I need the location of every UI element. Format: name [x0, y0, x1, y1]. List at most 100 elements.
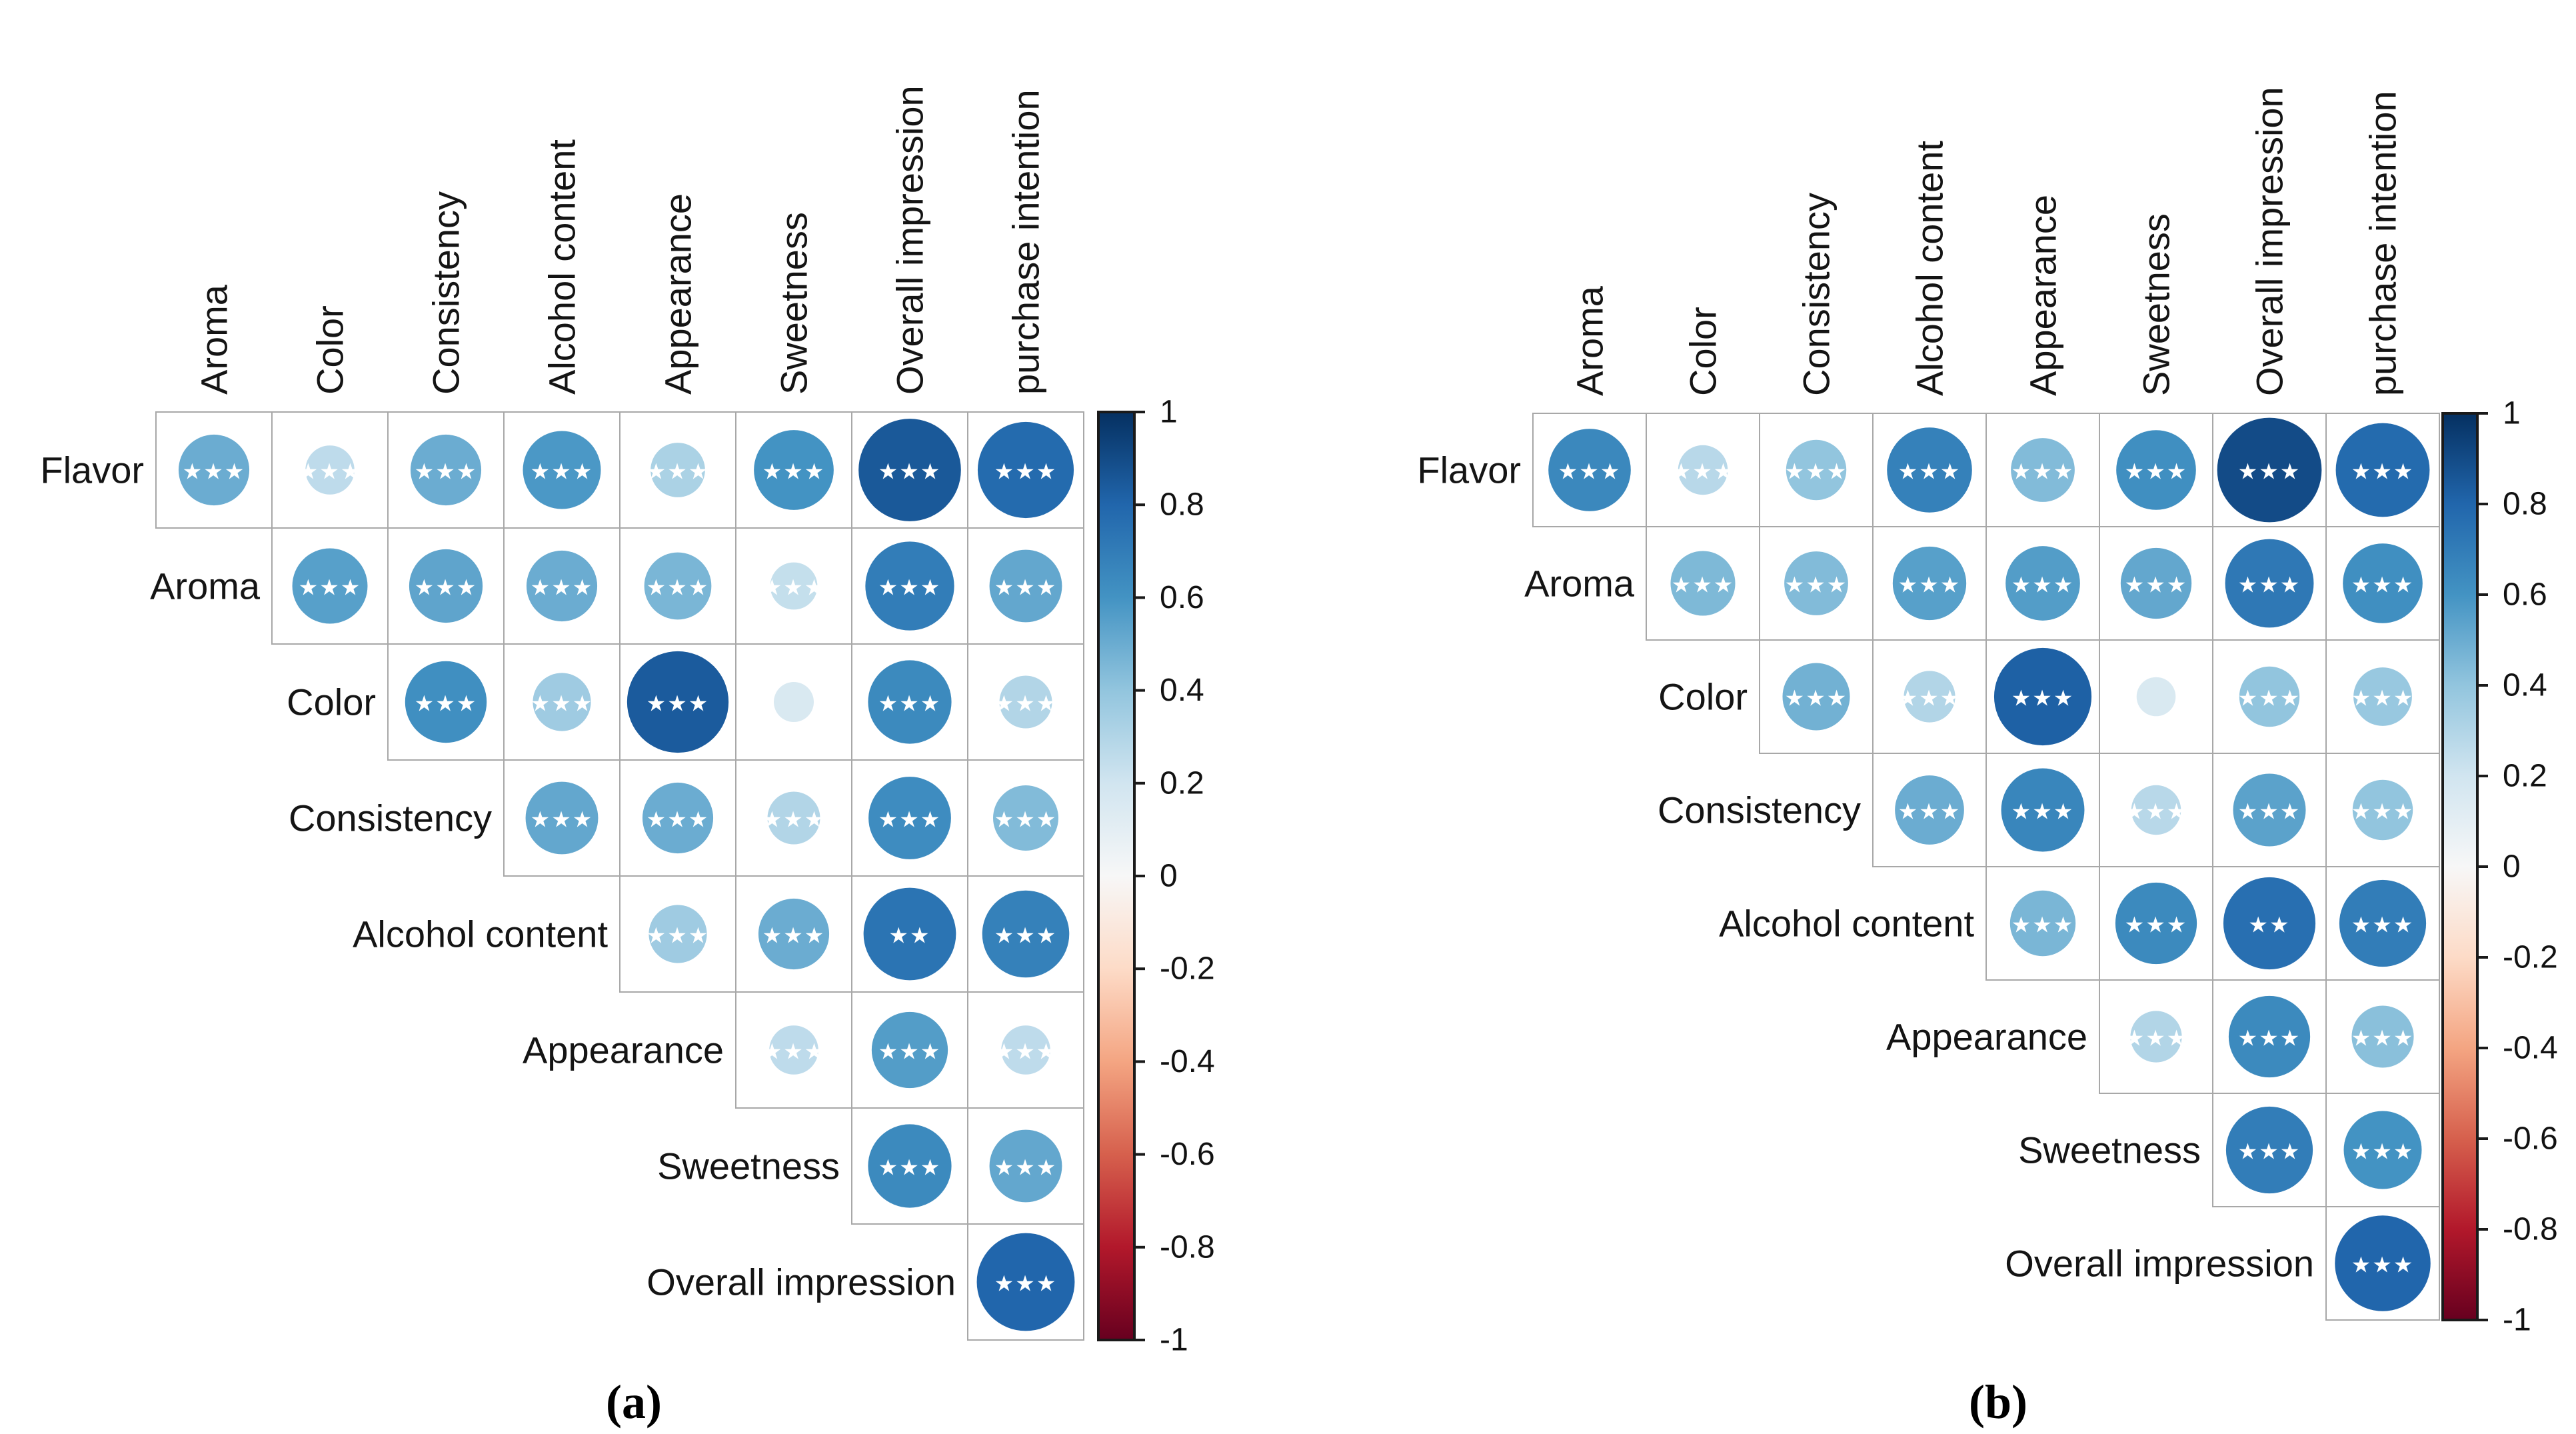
colorbar-tick-label: -0.6 [1160, 1137, 1215, 1172]
significance-stars: ★★★ [1785, 685, 1848, 711]
colorbar-tick-label: 0.8 [2503, 487, 2547, 522]
correlation-circle [2223, 877, 2316, 970]
significance-stars: ★★★ [1785, 459, 1848, 485]
correlation-circle [1782, 663, 1850, 731]
correlation-circle [650, 443, 705, 497]
colorbar-tick-label: 1 [1160, 395, 1178, 430]
colorbar-tick-label: 0.4 [1160, 673, 1204, 708]
correlation-circle [2009, 890, 2076, 957]
col-label: Consistency [1796, 193, 1838, 396]
correlation-circle [2351, 1005, 2414, 1068]
significance-stars: ★★★ [2351, 799, 2415, 825]
significance-stars: ★★★ [878, 459, 942, 485]
correlation-circle [865, 541, 954, 631]
significance-stars: ★★ [888, 923, 930, 949]
correlation-circle [976, 1233, 1075, 1331]
significance-stars: ★★★ [2011, 685, 2075, 711]
significance-stars: ★★★ [878, 807, 942, 833]
significance-stars: ★★★ [1898, 572, 1961, 598]
correlation-circle [868, 660, 952, 744]
row-label: Flavor [1417, 449, 1521, 491]
significance-stars: ★★ [2248, 912, 2290, 938]
correlation-circle [2335, 423, 2430, 517]
significance-stars: ★★★ [994, 1039, 1058, 1065]
correlation-circle [999, 675, 1052, 729]
colorbar-tick-label: 0.2 [2503, 759, 2547, 794]
colorbar-tick-label: 1 [2503, 396, 2521, 431]
panel-a-caption: (a) [606, 1375, 662, 1429]
colorbar-tick-label: 0.6 [2503, 577, 2547, 613]
correlation-circle [178, 434, 250, 506]
significance-stars: ★★★ [646, 459, 710, 485]
correlation-circle [2239, 666, 2300, 727]
significance-stars: ★★★ [994, 923, 1058, 949]
col-label: Overall impression [2249, 87, 2291, 396]
correlation-circle [405, 661, 487, 743]
significance-stars: ★★★ [299, 459, 362, 485]
significance-stars: ★★★ [994, 1271, 1058, 1297]
col-label: Appearance [657, 193, 699, 395]
colorbar-tick-label: -0.8 [2503, 1212, 2558, 1247]
correlation-circle [2115, 882, 2197, 965]
significance-stars: ★★★ [2238, 1139, 2301, 1165]
row-label: Color [1658, 676, 1748, 718]
correlation-circle [1993, 647, 2092, 746]
correlation-circle [982, 890, 1070, 978]
correlation-circle [2335, 1215, 2431, 1311]
col-label: Alcohol content [541, 139, 583, 395]
correlation-circle [1678, 445, 1728, 495]
correlation-circle [871, 1011, 948, 1089]
row-label: Appearance [1886, 1016, 2087, 1058]
correlation-circle [2343, 1111, 2422, 1189]
colorbar-tick-label: 0 [2503, 849, 2521, 885]
correlation-circle [993, 785, 1058, 851]
correlation-circle [769, 1025, 818, 1075]
row-label: Consistency [1658, 789, 1861, 831]
significance-stars: ★★★ [762, 459, 826, 485]
correlation-circle [2225, 539, 2314, 628]
row-label: Sweetness [657, 1145, 840, 1187]
correlation-circle [1001, 1025, 1050, 1075]
significance-stars: ★★★ [2011, 912, 2075, 938]
significance-stars: ★★★ [2238, 685, 2301, 711]
significance-stars: ★★★ [415, 691, 478, 717]
significance-stars: ★★★ [531, 691, 594, 717]
significance-stars: ★★★ [878, 691, 942, 717]
colorbar-tick-label: -1 [2503, 1303, 2531, 1338]
correlation-circle [2130, 1011, 2182, 1063]
col-label: Overall impression [889, 85, 931, 395]
significance-stars: ★★★ [2351, 912, 2415, 938]
correlation-circle [305, 445, 355, 495]
corr-panel-a: Aroma Color Consistency Alcohol content Appe… [40, 85, 1214, 1357]
correlation-circle [648, 905, 707, 963]
correlation-circle [2120, 547, 2192, 619]
significance-stars: ★★★ [183, 459, 246, 485]
significance-stars: ★★★ [2011, 459, 2075, 485]
row-label: Aroma [1524, 563, 1635, 605]
col-label: Color [1682, 307, 1724, 396]
col-label: Color [309, 305, 351, 395]
significance-stars: ★★★ [2125, 1025, 2188, 1051]
correlation-circle [868, 777, 951, 859]
matrix-cell [967, 527, 1084, 645]
correlation-circle [2217, 417, 2322, 523]
significance-stars: ★★★ [646, 691, 710, 717]
significance-stars: ★★★ [2351, 1252, 2415, 1278]
colorbar-tick-label: -0.2 [2503, 940, 2558, 975]
significance-stars: ★★★ [994, 575, 1058, 601]
col-label: Alcohol content [1909, 141, 1951, 396]
row-label: Appearance [523, 1029, 724, 1071]
colorbar-tick-label: 0 [1160, 859, 1178, 894]
colorbar-tick-label: 0.6 [1160, 580, 1204, 615]
col-label: purchase intention [1005, 89, 1047, 395]
significance-stars: ★★★ [1672, 459, 1735, 485]
correlation-circle [2233, 773, 2306, 847]
significance-stars: ★★★ [2351, 685, 2415, 711]
significance-stars: ★★★ [2238, 572, 2301, 598]
significance-stars: ★★★ [415, 459, 478, 485]
correlation-circle [1670, 551, 1736, 616]
colorbar-tick-label: -0.4 [1160, 1044, 1215, 1079]
significance-stars: ★★★ [531, 575, 594, 601]
significance-stars: ★★★ [1785, 572, 1848, 598]
correlation-circle [758, 898, 830, 970]
